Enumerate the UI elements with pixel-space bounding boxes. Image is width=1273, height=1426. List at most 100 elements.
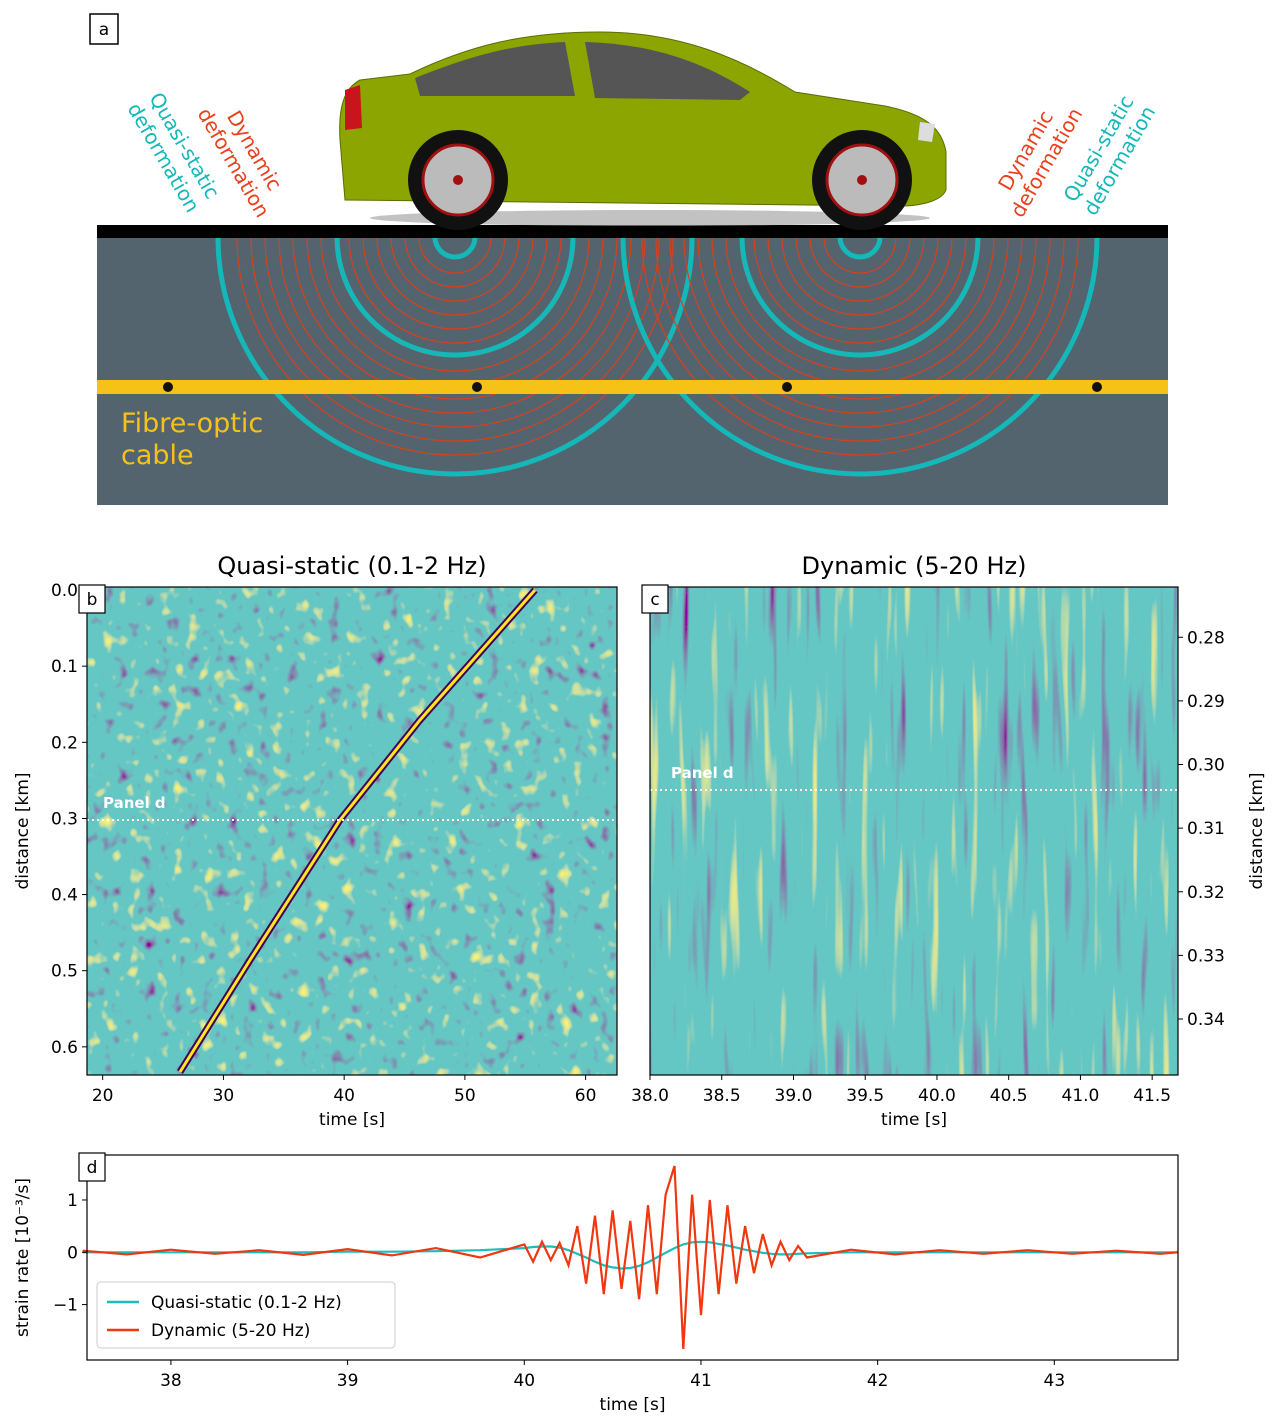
- x-tick-label: 20: [92, 1086, 114, 1106]
- dynamic-ring: [781, 238, 939, 316]
- x-tick-label: 38: [160, 1371, 182, 1391]
- legend-box: [96, 1281, 396, 1349]
- hub: [857, 175, 867, 185]
- quasi-static-ring: [215, 238, 695, 477]
- cable-point: [472, 382, 482, 392]
- dynamic-ring: [278, 238, 632, 414]
- dynamic-ring: [641, 238, 1079, 456]
- car-window: [585, 42, 750, 100]
- y-axis-label: distance [km]: [13, 772, 33, 889]
- road: [97, 225, 1168, 238]
- x-tick-label: 40: [513, 1371, 535, 1391]
- y-tick-label: −1: [53, 1296, 78, 1316]
- dynamic-ring: [683, 238, 1037, 414]
- car-window: [415, 42, 575, 96]
- dynamic-ring: [655, 238, 1065, 442]
- label-line: Fibre-optic: [121, 408, 263, 439]
- charts: Panel d 20 30 40 50 60 0.0 0.1 0.2 0.3 0.4 0.5 0.6 ti…: [13, 552, 1267, 1415]
- y-tick-label: 0: [67, 1243, 78, 1263]
- ground: [97, 238, 1168, 505]
- vehicle-track: [178, 589, 537, 1073]
- quasi-static-ring: [432, 238, 478, 260]
- dynamic-ring: [348, 238, 562, 344]
- x-tick-label: 41.0: [1062, 1086, 1100, 1106]
- x-tick-label: 42: [867, 1371, 889, 1391]
- dynamic-ring: [362, 238, 548, 330]
- head-light: [918, 122, 935, 142]
- y-tick-label: 0.34: [1187, 1010, 1225, 1030]
- x-tick-label: 39: [337, 1371, 359, 1391]
- label: Dynamicdeformation: [193, 92, 296, 222]
- chart-title: Quasi-static (0.1-2 Hz): [217, 552, 486, 580]
- legend-label: Dynamic (5-20 Hz): [151, 1321, 310, 1341]
- panel-box: [89, 13, 119, 45]
- y-tick-label: 0.5: [51, 962, 78, 982]
- quasi-static-ring: [739, 238, 981, 358]
- dynamic-ring: [390, 238, 520, 302]
- x-tick-label: 40.0: [918, 1086, 956, 1106]
- tail-light: [345, 85, 362, 130]
- dynamic-ring: [753, 238, 967, 344]
- dynamic-ring: [767, 238, 953, 330]
- car: [339, 31, 947, 230]
- x-tick-label: 40.5: [990, 1086, 1028, 1106]
- quasi-static-ring: [334, 238, 576, 358]
- x-tick-label: 39.5: [846, 1086, 884, 1106]
- dynamic-ring: [264, 238, 646, 428]
- diagram: a Quasi-staticdeformation Dynamicdeforma…: [89, 13, 1168, 505]
- y-axis-label: distance [km]: [1247, 772, 1267, 889]
- y-tick-label: 0.4: [51, 886, 78, 906]
- plot-frame: [86, 586, 618, 1076]
- x-tick-label: 38.5: [703, 1086, 741, 1106]
- panel-box: [78, 584, 106, 614]
- dynamic-ring: [697, 238, 1023, 400]
- x-tick-label: 50: [454, 1086, 476, 1106]
- series-line: [82, 1165, 1179, 1350]
- heatmap-image: [650, 587, 1178, 1075]
- x-tick-label: 60: [575, 1086, 597, 1106]
- chart-title: Dynamic (5-20 Hz): [802, 552, 1027, 580]
- quasi-static-ring: [620, 238, 1100, 477]
- y-tick-label: 0.6: [51, 1038, 78, 1058]
- hub: [453, 175, 463, 185]
- panel-label: c: [650, 590, 659, 610]
- panel-box: [78, 1152, 106, 1182]
- cable: [97, 380, 1168, 394]
- y-tick-label: 0.0: [51, 581, 78, 601]
- series-line: [82, 1240, 1178, 1270]
- y-tick-label: 0.32: [1187, 883, 1225, 903]
- quasi-static-ring: [837, 238, 883, 260]
- dynamic-ring: [292, 238, 618, 400]
- legend-label: Quasi-static (0.1-2 Hz): [151, 1293, 342, 1313]
- annotation: Panel d: [103, 794, 166, 812]
- dynamic-ring: [809, 238, 911, 288]
- x-tick-label: 39.0: [775, 1086, 813, 1106]
- panel-box: [641, 584, 669, 614]
- dynamic-ring: [320, 238, 590, 372]
- dynamic-ring: [823, 238, 897, 274]
- cable-point: [163, 382, 173, 392]
- panel-label: d: [87, 1158, 98, 1178]
- x-tick-label: 43: [1044, 1371, 1066, 1391]
- x-tick-label: 41: [690, 1371, 712, 1391]
- y-tick-label: 0.29: [1187, 692, 1225, 712]
- cable-label: Fibre-optic cable: [121, 408, 263, 471]
- dynamic-ring: [795, 238, 925, 302]
- x-tick-label: 40: [333, 1086, 355, 1106]
- cable-point: [782, 382, 792, 392]
- y-tick-label: 0.1: [51, 657, 78, 677]
- x-tick-label: 38.0: [631, 1086, 669, 1106]
- dynamic-ring: [418, 238, 492, 274]
- y-tick-label: 0.3: [51, 809, 78, 829]
- x-tick-label: 30: [213, 1086, 235, 1106]
- y-tick-label: 1: [67, 1191, 78, 1211]
- y-tick-label: 0.31: [1187, 819, 1225, 839]
- label-line: cable: [121, 440, 194, 471]
- panel-label: b: [87, 590, 98, 610]
- dynamic-ring: [236, 238, 674, 456]
- y-tick-label: 0.30: [1187, 756, 1225, 776]
- x-axis-label: time [s]: [319, 1110, 385, 1130]
- x-axis-label: time [s]: [881, 1110, 947, 1130]
- dynamic-ring: [376, 238, 534, 316]
